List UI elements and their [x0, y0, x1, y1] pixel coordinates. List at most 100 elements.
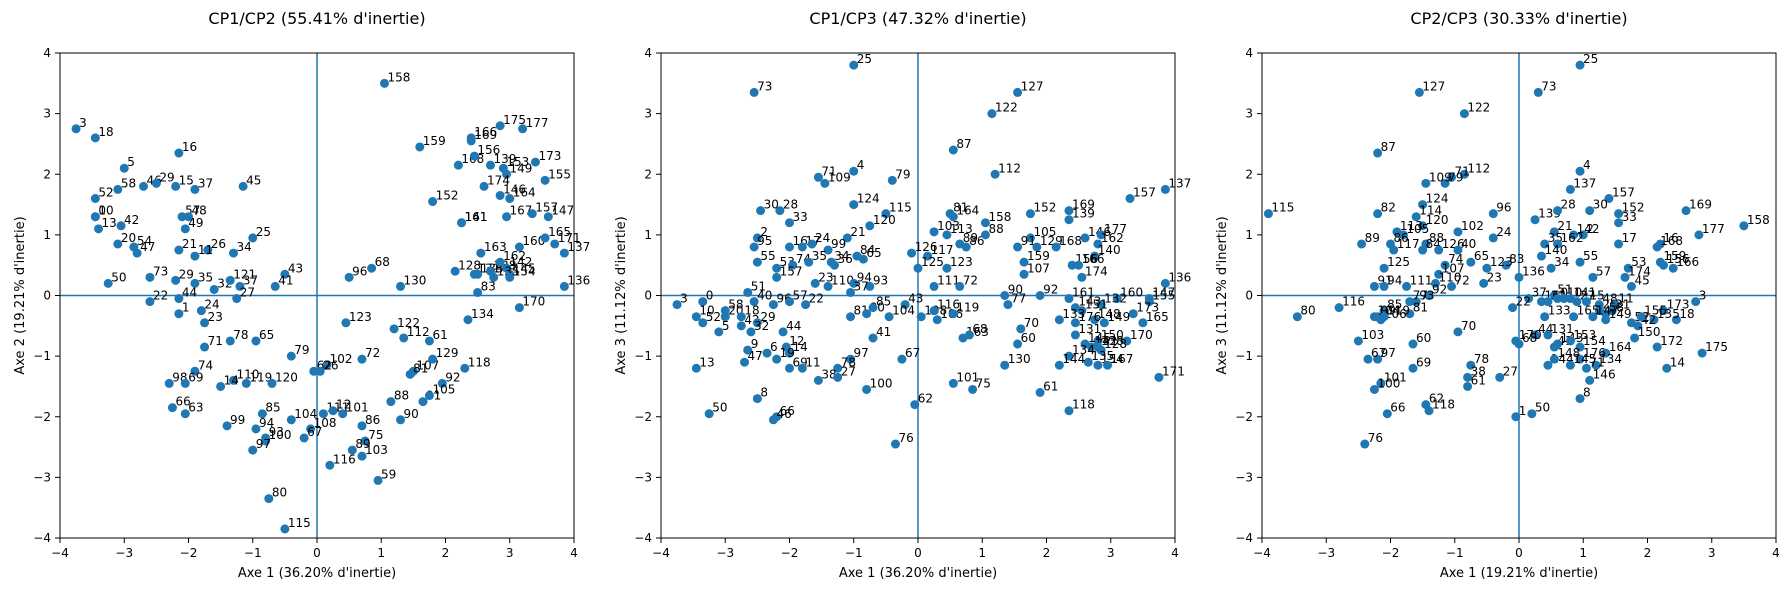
point-label: 172 [1660, 334, 1683, 348]
data-point [785, 363, 794, 373]
data-point [360, 436, 370, 446]
point-label: 169 [1689, 198, 1712, 212]
data-point [1565, 360, 1575, 370]
data-point [1536, 251, 1546, 261]
x-tick-label: −2 [781, 546, 799, 560]
point-label: 62 [1429, 392, 1444, 406]
point-label: 10 [98, 204, 113, 218]
data-point [849, 166, 859, 176]
point-label: 87 [956, 137, 971, 151]
point-label: 27 [1503, 364, 1518, 378]
data-point [820, 178, 830, 188]
point-label: 55 [1583, 249, 1598, 263]
point-label: 85 [1387, 298, 1402, 312]
point-label: 15 [179, 173, 194, 187]
y-tick-label: −4 [1235, 531, 1253, 545]
data-point [1440, 178, 1450, 188]
data-point [1112, 294, 1122, 304]
data-point [948, 309, 958, 319]
point-label: 12 [336, 398, 351, 412]
point-label: 11 [1618, 292, 1633, 306]
point-label: 75 [368, 428, 383, 442]
data-point [357, 421, 367, 431]
data-point [145, 272, 155, 282]
data-point [1064, 351, 1074, 361]
point-label: 76 [899, 431, 914, 445]
point-label: 127 [1422, 79, 1445, 93]
data-point [1070, 330, 1080, 340]
point-label: 49 [188, 216, 203, 230]
point-label: 50 [712, 401, 727, 415]
point-label: 10 [699, 304, 714, 318]
point-label: 68 [375, 255, 390, 269]
point-label: 147 [1596, 304, 1619, 318]
data-point [373, 475, 383, 485]
data-point [209, 284, 219, 294]
data-point [1000, 360, 1010, 370]
data-point [743, 345, 753, 355]
point-label: 159 [423, 134, 446, 148]
point-label: 105 [432, 383, 455, 397]
point-label: 125 [1387, 255, 1410, 269]
point-label: 33 [1622, 210, 1637, 224]
data-point [318, 409, 328, 419]
data-point [1398, 230, 1408, 240]
y-tick-label: −3 [634, 470, 652, 484]
data-point [1054, 360, 1064, 370]
data-point [1064, 206, 1074, 216]
point-label: 43 [908, 292, 923, 306]
point-label: 167 [1111, 352, 1134, 366]
point-label: 92 [1432, 283, 1447, 297]
point-label: 37 [198, 176, 213, 190]
point-label: 33 [793, 210, 808, 224]
data-point [164, 378, 174, 388]
data-point [495, 190, 505, 200]
point-label: 145 [513, 261, 536, 275]
data-point [463, 315, 473, 325]
point-label: 157 [1612, 186, 1635, 200]
data-point [267, 378, 277, 388]
data-point [1405, 309, 1415, 319]
data-point [1144, 297, 1154, 307]
data-point [823, 245, 833, 255]
point-label: 72 [1455, 273, 1470, 287]
point-label: 14 [1670, 355, 1685, 369]
data-point [1591, 360, 1601, 370]
data-point [913, 263, 923, 273]
data-point [929, 281, 939, 291]
data-point [1633, 321, 1643, 331]
data-point [1122, 336, 1132, 346]
data-point [103, 278, 113, 288]
data-point [145, 297, 155, 307]
data-point [139, 181, 149, 191]
data-point [559, 248, 569, 258]
point-label: 66 [175, 395, 190, 409]
point-label: 170 [1130, 328, 1153, 342]
data-point [299, 433, 309, 443]
data-point [1527, 409, 1537, 419]
point-label: 1 [182, 301, 190, 315]
scatter-chart-2: 2573711094793028331241151202129516172499… [614, 9, 1191, 581]
point-label: 142 [1577, 222, 1600, 236]
data-point [151, 178, 161, 188]
data-point [849, 60, 859, 70]
data-point [797, 363, 807, 373]
point-label: 88 [394, 389, 409, 403]
data-point [527, 209, 537, 219]
point-label: 51 [751, 279, 766, 293]
data-point [1565, 184, 1575, 194]
point-label: 104 [892, 304, 915, 318]
point-label: 86 [1394, 231, 1409, 245]
point-label: 34 [834, 249, 849, 263]
data-point [113, 184, 123, 194]
y-tick-label: −2 [634, 410, 652, 424]
data-point [990, 169, 1000, 179]
y-tick-label: 4 [644, 46, 652, 60]
point-label: 23 [1487, 270, 1502, 284]
data-point [1032, 242, 1042, 252]
data-point [833, 372, 843, 382]
data-point [788, 260, 798, 270]
data-point [415, 142, 425, 152]
point-label: 162 [1561, 231, 1584, 245]
point-label: 116 [937, 298, 960, 312]
